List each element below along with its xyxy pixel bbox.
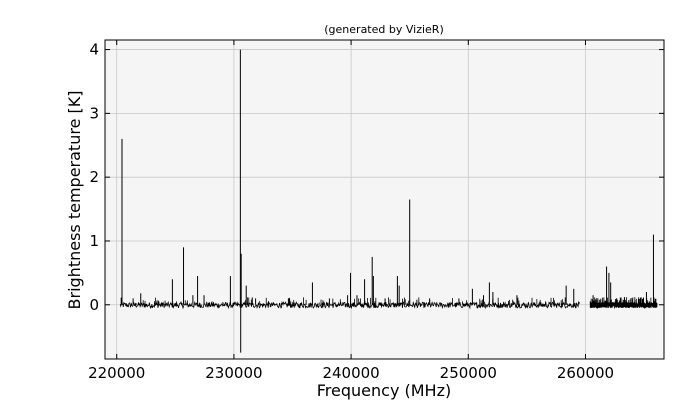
spectrum-trace	[119, 49, 658, 353]
grid-lines	[105, 40, 664, 359]
x-tick-label: 250000	[440, 364, 497, 382]
x-tick-label: 260000	[557, 364, 614, 382]
plot-frame	[104, 39, 665, 360]
y-tick-label: 0	[89, 296, 99, 314]
plot-background	[105, 40, 664, 359]
axis-ticks: 220000 230000 240000 250000 260000 0 1 2 3 4	[88, 40, 664, 382]
x-tick-label: 230000	[205, 364, 262, 382]
x-axis-label: Frequency (MHz)	[317, 381, 451, 400]
y-tick-label: 4	[89, 41, 99, 59]
x-tick-label: 220000	[88, 364, 145, 382]
y-tick-label: 3	[89, 104, 99, 122]
chart-title: (generated by VizieR)	[324, 23, 443, 36]
x-tick-label: 240000	[322, 364, 379, 382]
y-tick-label: 1	[89, 232, 99, 250]
y-axis-label: Brightness temperature [K]	[65, 91, 84, 310]
y-tick-label: 2	[89, 168, 99, 186]
baseline-segment	[119, 300, 580, 310]
